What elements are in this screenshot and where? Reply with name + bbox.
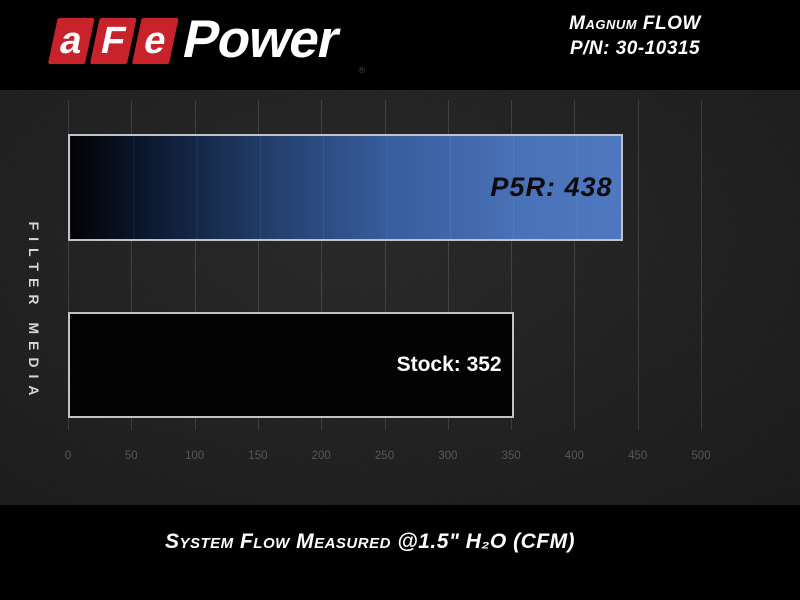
x-tick-label: 350 — [501, 450, 521, 462]
gridline — [321, 100, 323, 430]
logo-letter: a — [56, 20, 87, 62]
x-tick-label: 150 — [248, 450, 268, 462]
logo-letter: F — [97, 20, 130, 62]
logo-red-block: e — [131, 18, 179, 64]
x-tick-label: 250 — [374, 450, 395, 462]
bar-p5r: P5R: 438 — [68, 134, 623, 241]
part-number: P/N: 30-10315 — [569, 38, 701, 60]
gridline — [637, 100, 639, 430]
product-line: Magnum FLOW — [569, 13, 701, 34]
plot-area: P5R: 438 Stock: 352 0 50 100 150 200 250 300 35… — [65, 90, 793, 505]
x-tick-label: 300 — [438, 450, 458, 462]
x-tick-label: 50 — [124, 450, 138, 462]
x-tick-label: 450 — [628, 450, 648, 462]
bar-stock-value-label: Stock: 352 — [396, 353, 502, 376]
y-axis-label: FILTER MEDIA — [26, 221, 42, 403]
x-tick-label: 500 — [691, 450, 711, 462]
product-info: Magnum FLOW P/N: 30-10315 — [550, 11, 720, 61]
logo-plate: a F e Power — [30, 9, 367, 73]
gridline — [131, 100, 133, 430]
registered-trademark-symbol: ® — [358, 65, 366, 75]
gridline — [384, 100, 386, 430]
x-tick-label: 200 — [311, 450, 331, 462]
logo-wordmark: Power — [177, 10, 345, 69]
gridline — [194, 100, 196, 430]
chart-caption: System Flow Measured @1.5" H₂O (CFM) — [164, 530, 576, 553]
logo-red-block: F — [89, 18, 137, 64]
gridline — [68, 100, 69, 430]
logo-red-block: a — [47, 18, 95, 64]
gridline — [447, 100, 449, 430]
gridline — [511, 100, 513, 430]
bar-p5r-value-label: P5R: 438 — [490, 172, 613, 202]
logo-letter: e — [140, 20, 171, 62]
bar-stock: Stock: 352 — [68, 312, 514, 418]
gridline — [574, 100, 576, 430]
x-tick-label: 0 — [64, 450, 72, 462]
gridline — [701, 100, 702, 430]
x-tick-label: 400 — [564, 450, 584, 462]
afe-power-logo: a F e Power ® — [30, 9, 367, 75]
gridline — [257, 100, 259, 430]
x-tick-label: 100 — [185, 450, 205, 462]
